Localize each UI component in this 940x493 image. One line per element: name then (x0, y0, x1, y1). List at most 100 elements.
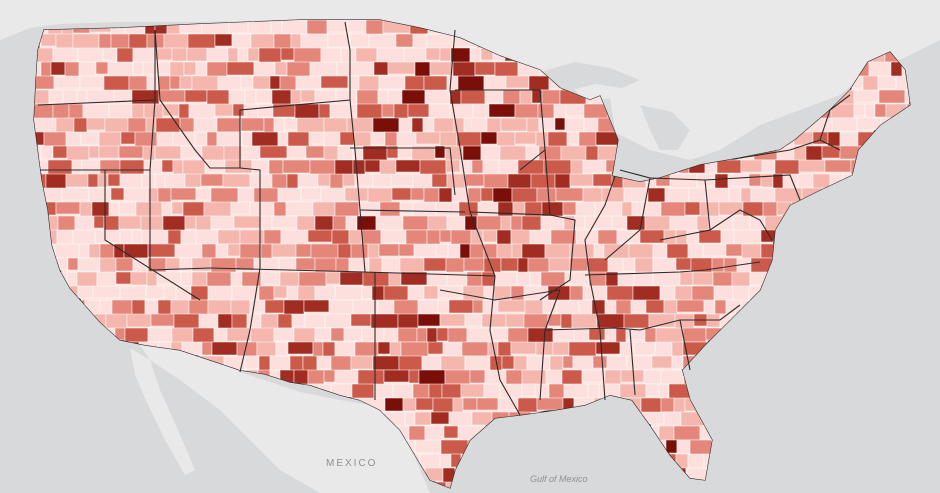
county[interactable] (488, 103, 516, 118)
county[interactable] (147, 327, 173, 343)
county[interactable] (361, 229, 382, 247)
county[interactable] (674, 285, 693, 301)
county[interactable] (361, 285, 373, 300)
county[interactable] (88, 243, 101, 259)
county[interactable] (144, 299, 159, 316)
county[interactable] (352, 299, 379, 315)
county[interactable] (592, 173, 613, 187)
county[interactable] (481, 271, 496, 288)
county[interactable] (523, 313, 549, 329)
county[interactable] (417, 313, 441, 327)
county[interactable] (314, 215, 334, 232)
county[interactable] (259, 215, 273, 232)
county[interactable] (540, 215, 565, 233)
county[interactable] (279, 271, 300, 288)
county[interactable] (275, 341, 289, 357)
county[interactable] (64, 61, 80, 79)
county[interactable] (484, 89, 504, 104)
county[interactable] (194, 131, 208, 147)
county[interactable] (548, 257, 571, 272)
county[interactable] (192, 327, 215, 345)
county[interactable] (285, 201, 314, 217)
county[interactable] (43, 131, 67, 147)
county[interactable] (353, 131, 372, 149)
county[interactable] (563, 383, 589, 399)
county[interactable] (481, 313, 507, 328)
county[interactable] (377, 341, 391, 355)
county[interactable] (463, 257, 485, 272)
county[interactable] (651, 355, 673, 369)
county[interactable] (381, 257, 401, 274)
county[interactable] (592, 355, 608, 369)
county[interactable] (587, 383, 600, 400)
county[interactable] (407, 285, 425, 303)
county[interactable] (76, 89, 88, 104)
county[interactable] (471, 411, 493, 426)
county[interactable] (223, 145, 243, 163)
county[interactable] (442, 341, 463, 357)
county[interactable] (486, 117, 502, 134)
county[interactable] (157, 187, 172, 203)
county[interactable] (273, 327, 295, 342)
county[interactable] (426, 229, 441, 246)
county[interactable] (507, 173, 532, 191)
county[interactable] (339, 271, 364, 286)
county[interactable] (585, 145, 599, 163)
county[interactable] (684, 201, 701, 216)
county[interactable] (381, 103, 395, 118)
county[interactable] (216, 117, 242, 133)
county[interactable] (426, 327, 438, 344)
county[interactable] (286, 145, 307, 159)
county[interactable] (372, 173, 392, 188)
county[interactable] (415, 397, 434, 411)
county[interactable] (538, 117, 556, 131)
county[interactable] (154, 173, 166, 190)
county[interactable] (231, 313, 248, 330)
county[interactable] (904, 89, 916, 103)
county[interactable] (119, 229, 133, 244)
county[interactable] (295, 243, 312, 258)
county[interactable] (443, 425, 459, 439)
county[interactable] (622, 257, 636, 272)
county[interactable] (141, 229, 169, 246)
county[interactable] (256, 341, 277, 357)
county[interactable] (287, 131, 310, 148)
county[interactable] (714, 299, 727, 315)
county[interactable] (464, 313, 483, 327)
county[interactable] (337, 243, 352, 260)
county[interactable] (469, 47, 482, 63)
county[interactable] (211, 341, 238, 356)
county[interactable] (404, 411, 416, 427)
county[interactable] (634, 257, 654, 275)
county[interactable] (480, 187, 494, 202)
county[interactable] (514, 103, 539, 119)
county[interactable] (616, 229, 641, 244)
county[interactable] (604, 299, 617, 315)
county[interactable] (227, 243, 241, 257)
county[interactable] (79, 201, 93, 219)
county[interactable] (521, 243, 546, 261)
county[interactable] (240, 75, 254, 89)
county[interactable] (367, 187, 393, 205)
county[interactable] (450, 229, 472, 247)
county[interactable] (466, 327, 493, 344)
county[interactable] (655, 327, 684, 344)
county[interactable] (444, 369, 471, 385)
county[interactable] (517, 257, 529, 274)
county[interactable] (269, 355, 291, 371)
county[interactable] (250, 327, 275, 344)
county[interactable] (583, 117, 599, 133)
county[interactable] (797, 173, 814, 189)
county[interactable] (574, 215, 586, 229)
county[interactable] (322, 341, 336, 358)
county[interactable] (293, 327, 316, 344)
county[interactable] (249, 299, 266, 313)
county[interactable] (654, 341, 673, 357)
county[interactable] (347, 20, 367, 33)
county[interactable] (419, 159, 447, 177)
county[interactable] (548, 383, 565, 400)
county[interactable] (402, 397, 417, 412)
county[interactable] (307, 369, 325, 385)
county[interactable] (384, 397, 404, 412)
county[interactable] (358, 201, 381, 215)
